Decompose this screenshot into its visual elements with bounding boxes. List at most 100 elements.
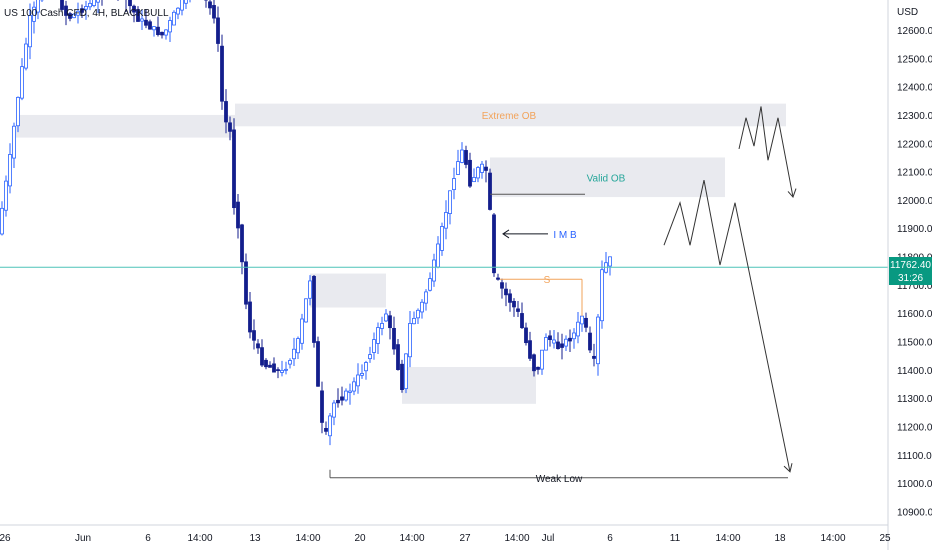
candle-body [280,369,284,373]
candle-body [408,323,412,358]
candle-body [516,308,520,312]
y-tick-label: 11200.00 [897,422,932,433]
candle-body [468,159,472,187]
imb-arrowhead [502,229,510,239]
candle-body [580,315,584,325]
candle-body [456,161,460,175]
candle-body [384,313,388,322]
candle-body [572,332,576,340]
candle-body [564,338,568,347]
y-tick-label: 12600.00 [897,26,932,37]
candle-body [416,309,420,319]
candle-body [252,330,256,341]
candle-body [544,337,548,351]
s-label: S [544,275,551,286]
candle-body [220,45,224,102]
candle-body [96,0,100,3]
x-tick-label: 25 [879,533,891,544]
candle-body [300,318,304,344]
candle-body [500,282,504,289]
y-tick-label: 12300.00 [897,111,932,122]
candle-body [600,269,604,322]
zone-mid-zone-1 [310,273,386,308]
candle-body [36,0,40,13]
candle-body [68,13,72,19]
zone-left-zone [16,114,235,138]
candle-body [588,332,592,351]
candle-body [292,348,296,360]
y-tick-label: 11400.00 [897,366,932,377]
candle-body [4,180,8,211]
x-tick-label: Jul [542,533,555,544]
candle-body [64,5,68,16]
candle-body [420,301,424,313]
y-tick-label: 11900.00 [897,224,932,235]
candle-body [540,349,544,370]
candle-body [400,363,404,390]
x-tick-label: 6 [145,533,151,544]
candle-body [256,343,260,349]
candle-body [340,396,344,401]
candle-body [232,129,236,209]
y-tick-label: 11100.00 [897,451,932,462]
candle-body [440,226,444,251]
candle-body [212,5,216,19]
candle-body [536,366,540,370]
candle-body [568,337,572,342]
y-tick-label: 12500.00 [897,54,932,65]
imb-label: I M B [553,230,577,241]
x-tick-label: 18 [774,533,786,544]
candle-body [488,172,492,210]
candle-body [84,6,88,10]
candle-body [344,390,348,401]
candle-body [480,163,484,173]
x-tick-label: 14:00 [399,533,424,544]
candle-body [148,21,152,30]
candle-body [160,31,164,36]
candle-body [444,212,448,229]
candle-body [452,178,456,191]
candle-body [412,317,416,325]
candle-body [584,317,588,328]
x-tick-label: 6 [607,533,613,544]
candle-body [304,298,308,323]
candle-body [156,26,160,36]
candle-body [336,399,340,404]
candle-body [332,402,336,418]
candle-body [424,291,428,304]
candle-body [328,415,332,437]
candle-body [476,167,480,179]
candle-body [0,207,4,235]
candle-body [60,0,64,10]
candle-body [448,190,452,215]
candle-body [372,339,376,353]
projection-path-down [663,179,791,472]
candle-body [532,354,536,372]
candle-body [272,363,276,373]
candle-body [392,327,396,350]
bar-countdown: 31:26 [897,273,924,284]
candle-body [496,277,500,280]
candle-body [472,177,476,183]
x-tick-label: Jun [75,533,91,544]
candle-body [72,13,76,19]
candle-body [216,17,220,44]
x-tick-label: 13 [249,533,261,544]
candle-body [296,338,300,354]
candle-body [92,0,96,6]
candle-body [284,368,288,371]
candle-body [592,355,596,359]
candle-body [552,339,556,344]
candle-body [24,43,28,69]
x-tick-label: 26 [0,533,11,544]
candle-body [524,327,528,344]
candle-body [380,323,384,329]
candle-body [360,373,364,376]
candle-body [248,301,252,333]
y-tick-label: 11300.00 [897,394,932,405]
candle-body [184,0,188,4]
candle-body [608,256,612,267]
x-tick-label: 11 [670,533,681,544]
weak-low-label: Weak Low [536,474,583,485]
